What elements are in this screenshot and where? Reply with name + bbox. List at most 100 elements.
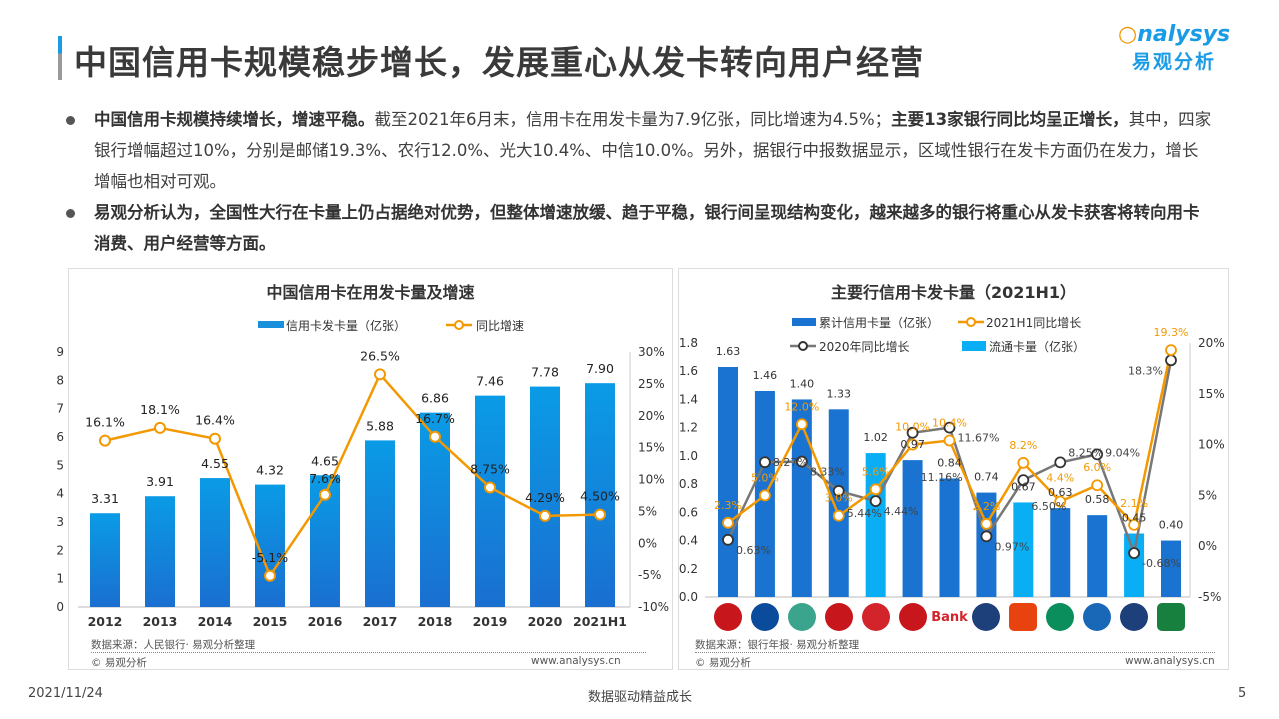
y-tick-label: 1.4 [679,392,698,406]
y-tick-label: 1.6 [679,364,698,378]
bar-data-label: 0.40 [1159,519,1184,532]
summary-bullets: 中国信用卡规模持续增长，增速平稳。截至2021年6月末，信用卡在用发卡量为7.9… [62,104,1212,259]
bar-data-label: 7.46 [476,374,504,389]
line-point [1165,344,1177,357]
line-point [980,517,993,530]
line-point [1017,474,1030,487]
y2-tick-label: 0% [638,536,657,550]
y-tick-label: 3 [56,515,64,529]
bar-data-label: 0.63 [1048,486,1073,499]
legend-label: 累计信用卡量（亿张） [819,315,939,330]
y2-tick-label: 10% [1198,438,1225,452]
bar-data-label: 0.74 [974,471,999,484]
analysys-logo: ○nalysys 易观分析 [1118,22,1230,74]
y-tick-label: 5 [56,458,64,472]
line-point [1054,456,1067,469]
line-point [759,489,771,502]
ccb-logo [750,603,779,631]
y-tick-label: 0.4 [679,534,698,548]
line-point [319,488,331,501]
logo-text: nalysys [1137,22,1231,47]
legend-marker [454,320,464,330]
source-note: 数据来源：人民银行· 易观分析整理 [91,639,256,651]
legend-bar-swatch [258,321,284,328]
bar-circulating [1013,502,1034,597]
line-point [869,483,882,496]
bullet-dot-icon [66,209,75,218]
bullet-dot-icon [66,116,75,125]
bar-data-label: 0.45 [1122,512,1147,525]
source-note: 数据来源：银行年报· 易观分析整理 [695,639,860,651]
line-data-label: 8.27% [773,456,808,469]
line-data-label: 26.5% [360,348,400,363]
copyright: © 易观分析 [695,657,751,669]
line-point [374,368,386,381]
x-tick-label: 2015 [253,614,288,629]
line-data-label: 5.6% [862,465,890,478]
line-point [154,421,166,434]
bar-data-label: 1.02 [863,431,888,444]
footer-date: 2021/11/24 [28,686,103,701]
y-tick-label: 1.0 [679,449,698,463]
bar [200,478,230,607]
y-tick-label: 0 [56,600,64,614]
line-point [1091,479,1104,492]
website: www.analysys.cn [1125,655,1215,667]
legend-label: 2020年同比增长 [819,340,910,354]
y-tick-label: 1 [56,572,64,586]
y2-tick-label: 15% [638,441,665,455]
y-tick-label: 6 [56,430,64,444]
logo-cn: 易观分析 [1132,51,1217,73]
line-point [980,530,993,543]
boc-logo [824,603,853,631]
line-point [943,421,956,434]
bar-cumulative [791,399,812,597]
y2-tick-label: 5% [1198,488,1217,502]
line-data-label: -5.1% [252,550,288,565]
y-tick-label: 9 [56,345,64,359]
spdb-logo [1046,603,1075,631]
bullet-text: 中国信用卡规模持续增长，增速平稳。 [94,110,375,129]
y-tick-label: 7 [56,402,64,416]
line-point [795,418,808,431]
bar-data-label: 4.32 [256,463,284,478]
y2-tick-label: -10% [638,600,669,614]
legend-label: 2021H1同比增长 [986,316,1081,330]
line-data-label: 16.7% [415,411,455,426]
line-data-label: 8.75% [470,461,510,476]
line-point [759,456,771,469]
bar-data-label: 1.33 [827,387,852,400]
footer-slogan: 数据驱动精益成长 [587,690,692,705]
bar-data-label: 4.65 [311,453,339,468]
x-tick-label: 2019 [473,614,508,629]
line-data-label: 11.67% [958,432,1000,445]
bullet-item: 中国信用卡规模持续增长，增速平稳。截至2021年6月末，信用卡在用发卡量为7.9… [62,104,1212,197]
line-point [1017,456,1030,469]
abc-logo [787,603,816,631]
y-tick-label: 0.6 [679,505,698,519]
line-data-label: 4.50% [580,489,620,504]
bar [475,395,505,607]
bar-cumulative [939,478,960,597]
legend-label: 流通卡量（亿张） [989,339,1085,354]
line-data-label: 2.2% [972,500,1000,513]
x-tick-label: 2014 [198,614,233,629]
line-data-label: 18.3% [1128,364,1163,377]
line-point [594,508,606,521]
y2-tick-label: 5% [638,504,657,518]
bar-data-label: 3.31 [91,491,119,506]
line-point [264,569,276,582]
bar-data-label: 5.88 [366,418,394,433]
divider [91,652,646,653]
y-tick-label: 0.2 [679,562,698,576]
legend-bar-swatch [792,318,816,326]
line-point [1091,448,1104,461]
bar [255,484,285,607]
bar-data-label: 1.63 [716,345,741,358]
line-data-label: 12.0% [784,400,819,413]
bar-data-label: 3.91 [146,474,174,489]
chart-title: 中国信用卡在用发卡量及增速 [266,283,475,302]
y2-tick-label: -5% [1198,590,1221,604]
x-tick-label: 2021H1 [573,614,627,629]
